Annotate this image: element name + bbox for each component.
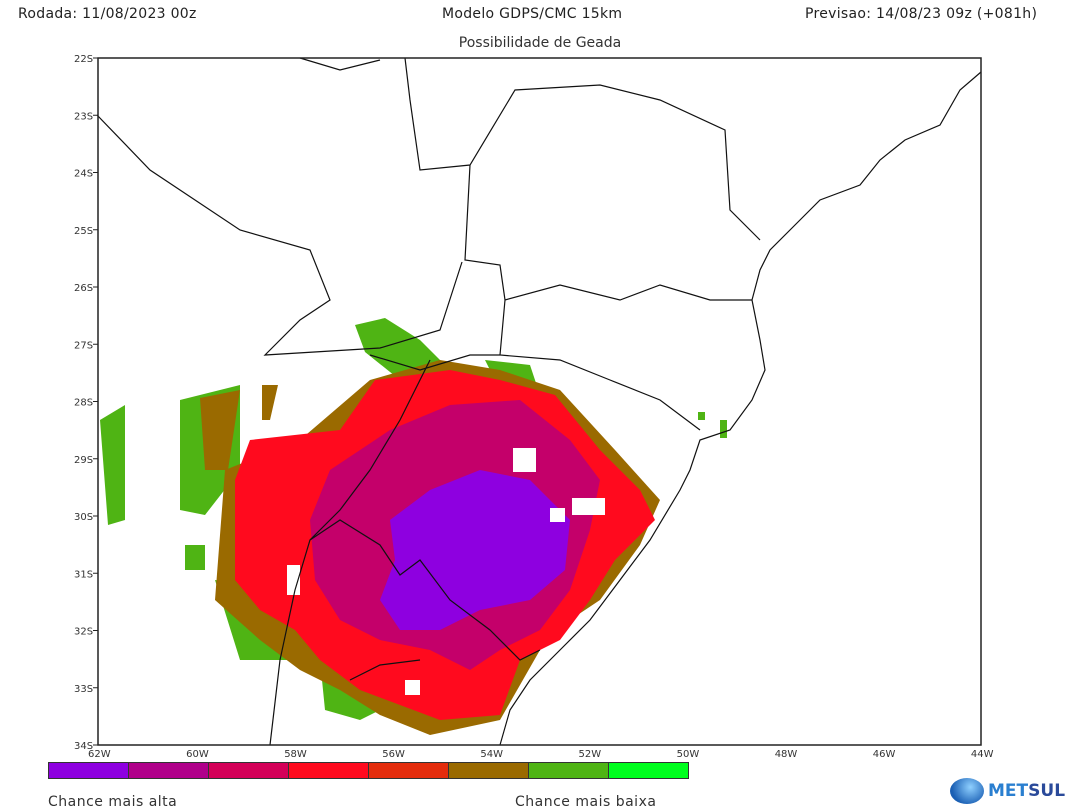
model-name: Modelo GDPS/CMC 15km <box>442 6 623 22</box>
coastline <box>499 71 982 746</box>
map-title: Possibilidade de Geada <box>458 35 622 51</box>
lat-label: 28S <box>74 398 93 409</box>
lon-label: 48W <box>775 749 798 760</box>
legend-swatch <box>209 763 289 778</box>
lon-label: 56W <box>382 749 405 760</box>
metsul-logo: METSUL <box>950 778 1065 804</box>
legend-low-label: Chance mais baixa <box>515 794 657 810</box>
longitude-labels: 62W 60W 58W 56W 54W 52W 50W 48W 46W 44W <box>88 749 994 760</box>
lon-label: 62W <box>88 749 111 760</box>
lat-label: 32S <box>74 627 93 638</box>
globe-icon <box>950 778 984 804</box>
lat-label: 31S <box>74 569 93 580</box>
logo-text-b: SUL <box>1028 781 1066 801</box>
legend-swatch <box>129 763 209 778</box>
lat-label: 23S <box>74 111 93 122</box>
lat-label: 34S <box>74 741 93 752</box>
lat-label: 25S <box>74 226 93 237</box>
latitude-labels: 22S 23S 24S 25S 26S 27S 28S 29S 30S 31S 32S 33S 34S <box>74 54 98 752</box>
lon-label: 58W <box>284 749 307 760</box>
legend-swatch <box>289 763 369 778</box>
lat-label: 27S <box>74 340 93 351</box>
lat-label: 24S <box>74 169 93 180</box>
lat-label: 33S <box>74 684 93 695</box>
state-borders <box>96 57 761 746</box>
legend-high-label: Chance mais alta <box>48 794 178 810</box>
lon-label: 50W <box>677 749 700 760</box>
lat-label: 29S <box>74 455 93 466</box>
logo-text-a: MET <box>988 781 1029 801</box>
lon-label: 54W <box>480 749 503 760</box>
forecast-time: Previsao: 14/08/23 09z (+081h) <box>805 6 1038 22</box>
legend-swatch <box>369 763 449 778</box>
borders <box>96 57 982 746</box>
lon-label: 46W <box>873 749 896 760</box>
frost-zone-highest <box>380 470 570 630</box>
legend-swatch <box>49 763 129 778</box>
lat-label: 30S <box>74 512 93 523</box>
legend-swatch <box>529 763 609 778</box>
lat-label: 26S <box>74 283 93 294</box>
run-time: Rodada: 11/08/2023 00z <box>18 6 197 22</box>
lat-label: 22S <box>74 54 93 65</box>
color-legend <box>48 762 689 779</box>
frost-field <box>100 318 727 735</box>
lon-label: 60W <box>186 749 209 760</box>
legend-swatch <box>449 763 529 778</box>
legend-swatch <box>609 763 688 778</box>
lon-label: 44W <box>971 749 994 760</box>
lon-label: 52W <box>579 749 602 760</box>
